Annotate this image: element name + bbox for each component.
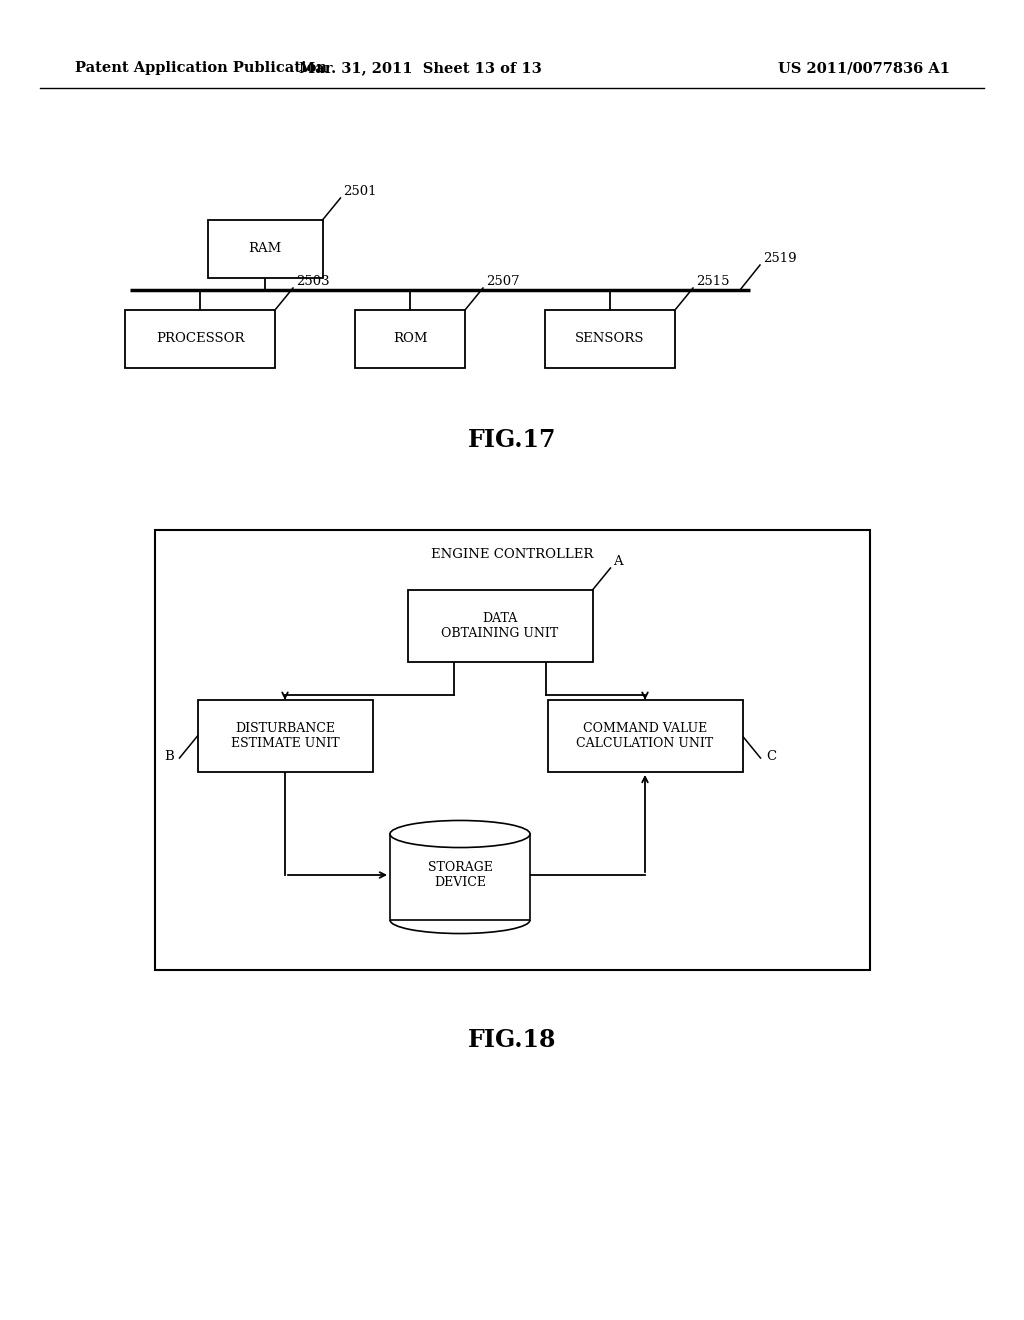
Bar <box>208 220 323 279</box>
Text: FIG.18: FIG.18 <box>468 1028 556 1052</box>
Text: 2503: 2503 <box>296 275 330 288</box>
Text: PROCESSOR: PROCESSOR <box>156 333 245 346</box>
Text: ENGINE CONTROLLER: ENGINE CONTROLLER <box>431 549 594 561</box>
Ellipse shape <box>390 821 530 847</box>
Bar <box>545 310 675 368</box>
Text: A: A <box>613 554 624 568</box>
Text: 2519: 2519 <box>763 252 797 265</box>
Text: US 2011/0077836 A1: US 2011/0077836 A1 <box>778 61 950 75</box>
Bar <box>155 531 870 970</box>
Text: SENSORS: SENSORS <box>575 333 645 346</box>
Bar <box>408 590 593 663</box>
Text: FIG.17: FIG.17 <box>468 428 556 451</box>
Bar <box>548 700 742 772</box>
Text: 2501: 2501 <box>343 185 377 198</box>
Text: STORAGE
DEVICE: STORAGE DEVICE <box>428 861 493 888</box>
Bar <box>198 700 373 772</box>
Text: 2507: 2507 <box>486 275 519 288</box>
Text: B: B <box>164 750 173 763</box>
Text: ROM: ROM <box>393 333 427 346</box>
Text: C: C <box>767 750 776 763</box>
Text: DATA
OBTAINING UNIT: DATA OBTAINING UNIT <box>441 612 559 640</box>
Text: COMMAND VALUE
CALCULATION UNIT: COMMAND VALUE CALCULATION UNIT <box>577 722 714 750</box>
Bar <box>390 834 530 920</box>
Text: 2515: 2515 <box>696 275 729 288</box>
Text: Mar. 31, 2011  Sheet 13 of 13: Mar. 31, 2011 Sheet 13 of 13 <box>299 61 542 75</box>
Text: DISTURBANCE
ESTIMATE UNIT: DISTURBANCE ESTIMATE UNIT <box>230 722 339 750</box>
Text: Patent Application Publication: Patent Application Publication <box>75 61 327 75</box>
Bar <box>355 310 465 368</box>
Text: RAM: RAM <box>249 243 282 256</box>
Bar <box>125 310 275 368</box>
